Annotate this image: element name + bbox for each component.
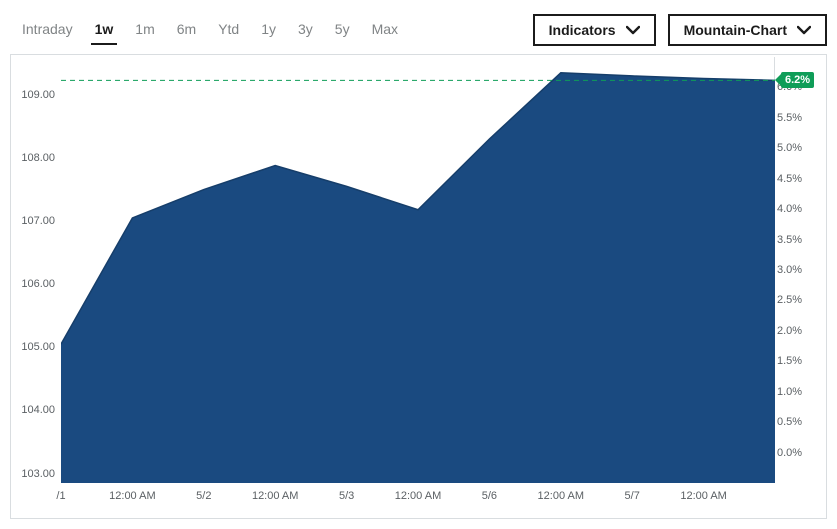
y-right-tick: 3.5% <box>777 234 802 246</box>
y-left-tick: 106.00 <box>21 278 55 290</box>
chart-container: 103.00 104.00 105.00 106.00 107.00 108.00 109.… <box>10 54 827 519</box>
y-left-tick: 103.00 <box>21 468 55 480</box>
indicators-button[interactable]: Indicators <box>533 14 656 46</box>
y-right-tick: 0.0% <box>777 447 802 459</box>
current-pct-badge-label: 6.2% <box>785 74 810 86</box>
range-tab-5y[interactable]: 5y <box>331 15 354 45</box>
range-tab-1y[interactable]: 1y <box>257 15 280 45</box>
current-pct-badge: 6.2% <box>781 72 814 88</box>
range-tab-6m[interactable]: 6m <box>173 15 200 45</box>
range-tab-3y[interactable]: 3y <box>294 15 317 45</box>
range-tab-max[interactable]: Max <box>368 15 402 45</box>
chart-svg <box>61 57 775 483</box>
y-left-tick: 107.00 <box>21 215 55 227</box>
x-tick: 5/3 <box>339 490 354 502</box>
toolbar: Intraday 1w 1m 6m Ytd 1y 3y 5y Max Indicators Mo… <box>10 10 827 54</box>
x-tick: 5/6 <box>482 490 497 502</box>
x-tick: 12:00 AM <box>395 490 441 502</box>
y-axis-right: 0.0% 0.5% 1.0% 1.5% 2.0% 2.5% 3.0% 3.5% 4.0% 4.5%… <box>773 57 826 483</box>
chart-type-label: Mountain-Chart <box>684 22 787 38</box>
y-left-tick: 109.00 <box>21 89 55 101</box>
y-left-tick: 105.00 <box>21 341 55 353</box>
y-right-tick: 2.5% <box>777 294 802 306</box>
x-tick: 12:00 AM <box>252 490 298 502</box>
y-right-tick: 5.5% <box>777 112 802 124</box>
range-tab-intraday[interactable]: Intraday <box>18 15 77 45</box>
x-tick: /1 <box>56 490 65 502</box>
y-left-tick: 104.00 <box>21 404 55 416</box>
chart-type-button[interactable]: Mountain-Chart <box>668 14 827 46</box>
chart-plot[interactable] <box>61 57 775 483</box>
range-tab-1w[interactable]: 1w <box>91 15 118 45</box>
indicators-label: Indicators <box>549 22 616 38</box>
y-right-tick: 0.5% <box>777 416 802 428</box>
x-tick: 12:00 AM <box>538 490 584 502</box>
x-tick: 5/2 <box>196 490 211 502</box>
y-left-tick: 108.00 <box>21 152 55 164</box>
x-tick: 12:00 AM <box>680 490 726 502</box>
y-right-tick: 1.5% <box>777 355 802 367</box>
x-tick: 12:00 AM <box>109 490 155 502</box>
y-right-tick: 4.0% <box>777 203 802 215</box>
chevron-down-icon <box>797 22 811 38</box>
y-axis-left: 103.00 104.00 105.00 106.00 107.00 108.00 109.… <box>11 57 61 483</box>
x-tick: 5/7 <box>625 490 640 502</box>
range-tabs: Intraday 1w 1m 6m Ytd 1y 3y 5y Max <box>10 15 402 45</box>
y-right-tick: 1.0% <box>777 386 802 398</box>
y-right-tick: 2.0% <box>777 325 802 337</box>
range-tab-ytd[interactable]: Ytd <box>214 15 243 45</box>
y-right-tick: 3.0% <box>777 264 802 276</box>
y-right-tick: 5.0% <box>777 142 802 154</box>
chevron-down-icon <box>626 22 640 38</box>
range-tab-1m[interactable]: 1m <box>131 15 158 45</box>
y-right-tick: 4.5% <box>777 173 802 185</box>
x-axis: /112:00 AM5/212:00 AM5/312:00 AM5/612:00… <box>61 482 775 518</box>
